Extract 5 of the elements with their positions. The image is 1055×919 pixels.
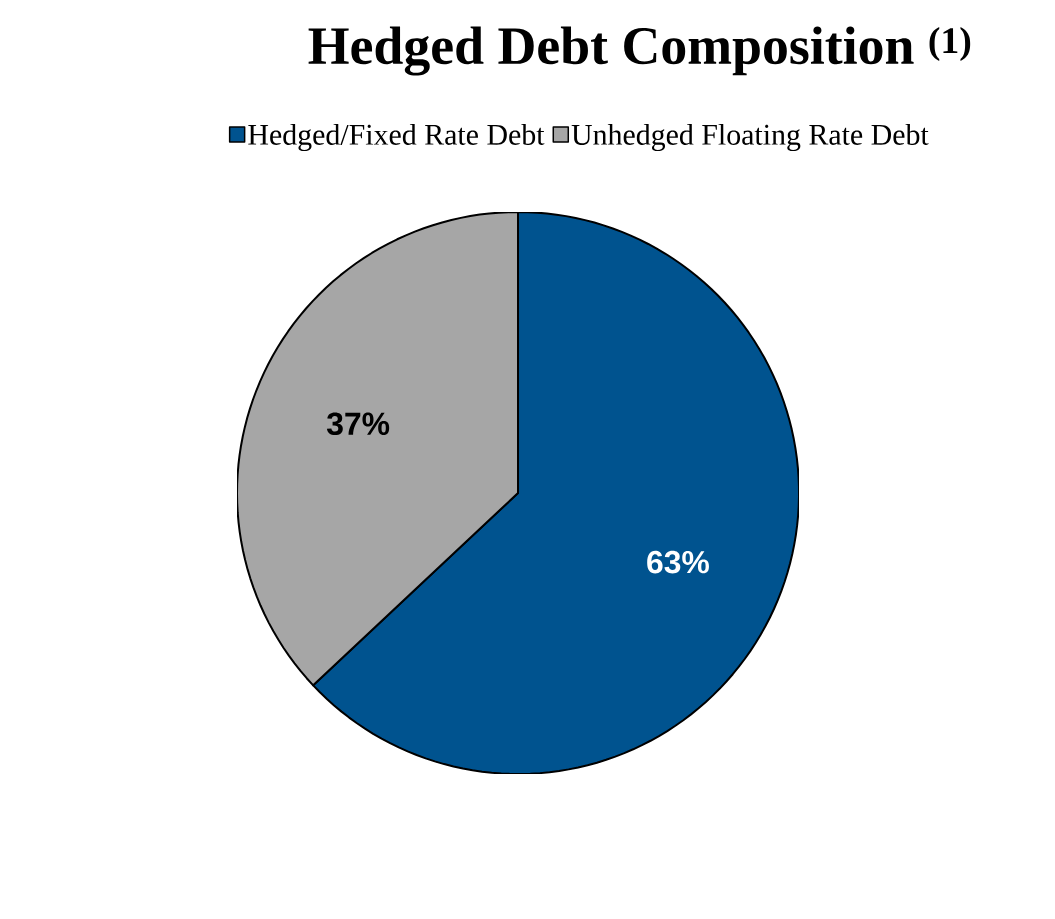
- chart-title: Hedged Debt Composition $^{(1)}$: [308, 26, 971, 76]
- legend-label: Hedged/Fixed Rate Debt: [248, 123, 545, 152]
- legend-label: Unhedged Floating Rate Debt: [571, 123, 929, 152]
- data-label: 37%: [326, 412, 390, 436]
- data-label: 63%: [647, 550, 709, 574]
